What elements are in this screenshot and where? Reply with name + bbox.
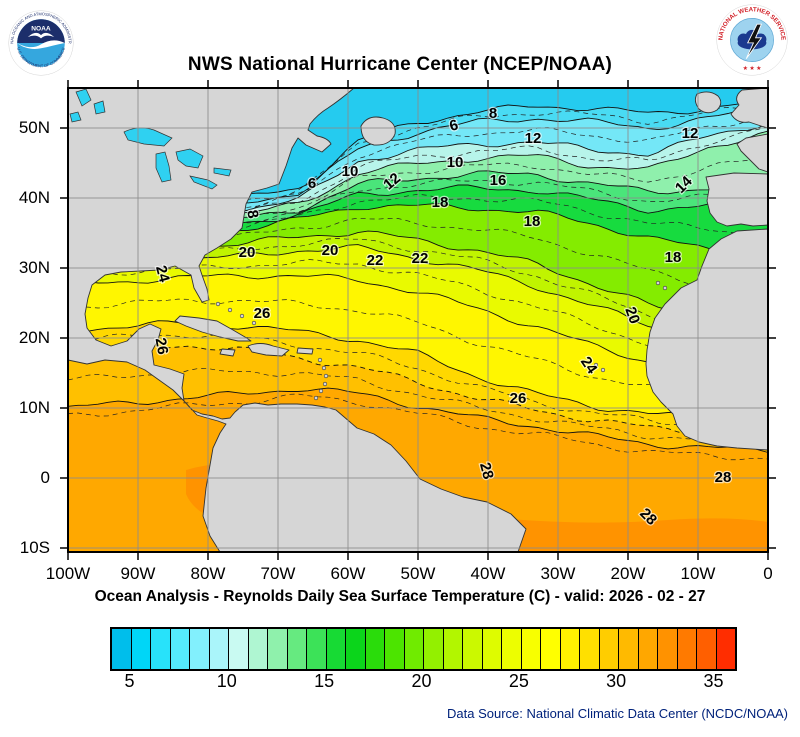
contour-label: 10 bbox=[342, 163, 359, 180]
colorbar-cell bbox=[208, 629, 228, 669]
colorbar-scale-labels: 5 10 15 20 25 30 35 bbox=[110, 671, 733, 695]
lon-tick-label: 60W bbox=[330, 564, 366, 583]
lon-tick-label: 70W bbox=[260, 564, 296, 583]
contour-label: 12 bbox=[525, 130, 542, 147]
colorbar-cell bbox=[598, 629, 618, 669]
lat-tick-label: 10N bbox=[18, 398, 50, 417]
colorbar-tick-label: 5 bbox=[124, 671, 135, 691]
contour-label: 26 bbox=[510, 390, 527, 407]
lat-tick-label: 30N bbox=[18, 258, 50, 277]
colorbar-tick-label: 10 bbox=[216, 671, 237, 691]
lon-tick-label: 0 bbox=[763, 564, 773, 583]
colorbar-cell bbox=[676, 629, 696, 669]
contour-label: 10 bbox=[447, 154, 464, 171]
colorbar-cell bbox=[286, 629, 306, 669]
lat-tick-label: 20N bbox=[18, 328, 50, 347]
contour-label: 6 bbox=[308, 175, 316, 192]
colorbar-cell bbox=[247, 629, 267, 669]
colorbar-cell bbox=[112, 629, 131, 669]
colorbar-cell bbox=[169, 629, 189, 669]
lat-tick-label: 0 bbox=[40, 468, 50, 487]
contour-label: 8 bbox=[489, 105, 497, 122]
contour-label: 18 bbox=[432, 194, 449, 211]
contour-label: 28 bbox=[715, 469, 732, 486]
latitude-axis: 50N 40N 30N 20N 10N 0 10S bbox=[0, 88, 58, 557]
lat-tick-label: 40N bbox=[18, 188, 50, 207]
colorbar-cell bbox=[228, 629, 248, 669]
noaa-logo-gull-icon bbox=[27, 32, 55, 39]
colorbar-cell bbox=[384, 629, 404, 669]
contour-label: 22 bbox=[412, 250, 429, 267]
contour-label: 26 bbox=[152, 337, 172, 356]
colorbar-cell bbox=[618, 629, 638, 669]
colorbar-cell bbox=[403, 629, 423, 669]
colorbar-cell bbox=[501, 629, 521, 669]
contour-label: 18 bbox=[524, 213, 541, 230]
colorbar-cell bbox=[364, 629, 384, 669]
noaa-logo: NOAA NATIONAL OCEANIC AND ATMOSPHERIC AD… bbox=[8, 10, 74, 76]
landmasses bbox=[67, 87, 769, 553]
graticule bbox=[68, 88, 768, 552]
colorbar-cell bbox=[306, 629, 326, 669]
lon-tick-label: 50W bbox=[400, 564, 436, 583]
colorbar-cell bbox=[520, 629, 540, 669]
contour-label: 12 bbox=[682, 125, 699, 142]
colorbar-cell bbox=[189, 629, 209, 669]
colorbar-cell bbox=[442, 629, 462, 669]
lat-tick-label: 10S bbox=[19, 538, 50, 557]
colorbar-tick-label: 25 bbox=[508, 671, 529, 691]
contour-label: 24 bbox=[152, 264, 173, 285]
colorbar-cell bbox=[150, 629, 170, 669]
nws-logo: NATIONAL WEATHER SERVICE ★ ★ ★ bbox=[716, 4, 788, 76]
colorbar-cell bbox=[462, 629, 482, 669]
colorbar-cell bbox=[423, 629, 443, 669]
colorbar-cell bbox=[637, 629, 657, 669]
contour-label: 20 bbox=[322, 242, 339, 259]
map-frame bbox=[60, 80, 776, 560]
nws-logo-lightning-icon bbox=[745, 23, 763, 59]
colorbar-cell bbox=[325, 629, 345, 669]
nws-logo-stars: ★ ★ ★ bbox=[743, 65, 762, 72]
contour-label: 20 bbox=[239, 244, 256, 261]
noaa-logo-label: NOAA bbox=[31, 25, 51, 32]
colorbar-tick-label: 35 bbox=[703, 671, 724, 691]
contour-label: 26 bbox=[254, 305, 271, 322]
contour-label: 20 bbox=[621, 305, 643, 326]
colorbar-cell bbox=[579, 629, 599, 669]
noaa-logo-wave bbox=[17, 40, 65, 49]
colorbar-cell bbox=[696, 629, 716, 669]
data-source-credit: Data Source: National Climatic Data Cent… bbox=[447, 706, 788, 721]
lon-tick-label: 40W bbox=[470, 564, 506, 583]
contour-label: 28 bbox=[476, 461, 497, 482]
colorbar-cell bbox=[540, 629, 560, 669]
lat-tick-label: 50N bbox=[18, 118, 50, 137]
colorbar-cell bbox=[130, 629, 150, 669]
figure-subtitle: Ocean Analysis - Reynolds Daily Sea Surf… bbox=[94, 588, 706, 605]
colorbar-cell bbox=[267, 629, 287, 669]
colorbar-cell bbox=[481, 629, 501, 669]
page-title: NWS National Hurricane Center (NCEP/NOAA… bbox=[187, 54, 613, 75]
lon-tick-label: 20W bbox=[610, 564, 646, 583]
colorbar-tick-label: 15 bbox=[314, 671, 335, 691]
lon-tick-label: 90W bbox=[120, 564, 156, 583]
contour-label: 22 bbox=[367, 252, 384, 269]
lon-tick-label: 10W bbox=[680, 564, 716, 583]
lon-tick-label: 100W bbox=[45, 564, 91, 583]
colorbar-tick-label: 30 bbox=[606, 671, 627, 691]
colorbar-cell bbox=[559, 629, 579, 669]
colorbar-cell bbox=[715, 629, 735, 669]
lon-tick-label: 30W bbox=[540, 564, 576, 583]
contour-label: 18 bbox=[665, 249, 682, 266]
noaa-logo-sky bbox=[17, 19, 65, 43]
colorbar-cell bbox=[657, 629, 677, 669]
longitude-axis: 100W 90W 80W 70W 60W 50W 40W 30W 20W 10W 0 bbox=[46, 558, 773, 583]
temperature-colorbar bbox=[110, 627, 737, 671]
contour-label: 16 bbox=[490, 172, 507, 189]
colorbar-cell bbox=[345, 629, 365, 669]
colorbar-tick-label: 20 bbox=[411, 671, 432, 691]
lon-tick-label: 80W bbox=[190, 564, 226, 583]
